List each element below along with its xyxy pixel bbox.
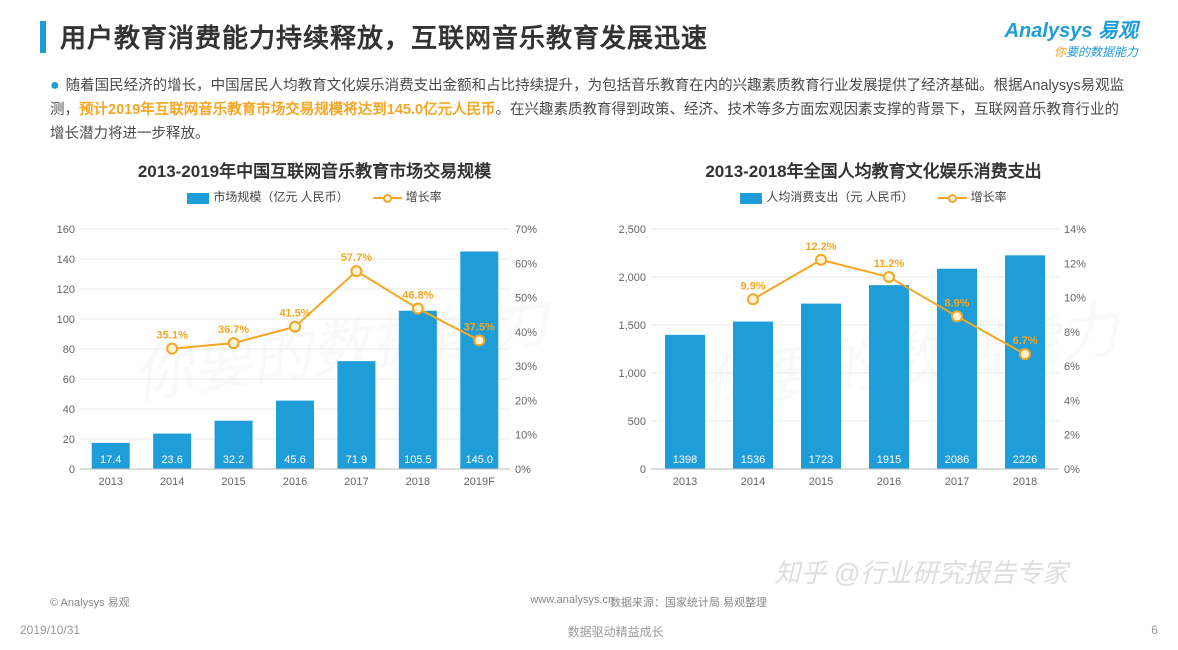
- svg-text:500: 500: [628, 416, 646, 428]
- svg-text:160: 160: [57, 224, 75, 236]
- bullet-icon: ●: [50, 77, 60, 94]
- watermark: 知乎 @行业研究报告专家: [774, 553, 1068, 590]
- svg-text:1,500: 1,500: [618, 320, 646, 332]
- footer-date: 2019/10/31: [20, 623, 80, 640]
- svg-text:2018: 2018: [406, 476, 430, 488]
- svg-text:2018: 2018: [1013, 476, 1037, 488]
- line-swatch-icon: [938, 194, 967, 203]
- logo: Analysys 易观 你要的数据能力: [1005, 14, 1138, 60]
- svg-text:0: 0: [69, 464, 75, 476]
- svg-text:70%: 70%: [515, 224, 537, 236]
- svg-text:1915: 1915: [877, 454, 901, 466]
- chart-right-svg: 0 500 1,000 1,500 2,000 2,500 0% 2% 4% 6% 8% 10% 12%…: [609, 209, 1099, 499]
- line-swatch-icon: [373, 194, 402, 203]
- svg-text:14%: 14%: [1064, 224, 1086, 236]
- logo-subtitle: 你要的数据能力: [1005, 43, 1138, 60]
- svg-text:80: 80: [63, 344, 75, 356]
- svg-text:2226: 2226: [1013, 454, 1037, 466]
- svg-text:1,000: 1,000: [618, 368, 646, 380]
- svg-text:0%: 0%: [1064, 464, 1080, 476]
- svg-text:1723: 1723: [809, 454, 833, 466]
- chart-left-svg: 0 20 40 60 80 100 120 140 160 0% 10% 20% 30% 40% 50% 60…: [40, 209, 550, 499]
- svg-text:17.4: 17.4: [100, 454, 121, 466]
- svg-text:2014: 2014: [741, 476, 765, 488]
- svg-text:2015: 2015: [221, 476, 245, 488]
- svg-text:2016: 2016: [877, 476, 901, 488]
- description: ●随着国民经济的增长，中国居民人均教育文化娱乐消费支出金额和占比持续提升，为包括…: [0, 65, 1178, 153]
- svg-text:105.5: 105.5: [404, 454, 432, 466]
- svg-text:35.1%: 35.1%: [157, 330, 188, 342]
- svg-text:0%: 0%: [515, 464, 531, 476]
- svg-text:2,000: 2,000: [618, 272, 646, 284]
- svg-text:23.6: 23.6: [161, 454, 182, 466]
- svg-text:1398: 1398: [673, 454, 697, 466]
- svg-text:2016: 2016: [283, 476, 307, 488]
- svg-text:40: 40: [63, 404, 75, 416]
- svg-text:140: 140: [57, 254, 75, 266]
- svg-text:40%: 40%: [515, 327, 537, 339]
- svg-text:10%: 10%: [515, 430, 537, 442]
- chart-right: 2013-2018年全国人均教育文化娱乐消费支出 人均消费支出（元 人民币） 增…: [609, 157, 1138, 504]
- svg-text:4%: 4%: [1064, 396, 1080, 408]
- svg-text:145.0: 145.0: [466, 454, 494, 466]
- svg-text:71.9: 71.9: [346, 454, 367, 466]
- svg-text:10%: 10%: [1064, 293, 1086, 305]
- chart-right-legend: 人均消费支出（元 人民币） 增长率: [609, 188, 1138, 205]
- svg-text:37.5%: 37.5%: [464, 322, 495, 334]
- svg-text:8.9%: 8.9%: [944, 298, 969, 310]
- svg-text:12.2%: 12.2%: [805, 241, 836, 253]
- svg-text:20: 20: [63, 434, 75, 446]
- chart-left-title: 2013-2019年中国互联网音乐教育市场交易规模: [40, 157, 589, 182]
- chart-right-title: 2013-2018年全国人均教育文化娱乐消费支出: [609, 157, 1138, 182]
- svg-text:45.6: 45.6: [284, 454, 305, 466]
- svg-text:12%: 12%: [1064, 259, 1086, 271]
- svg-text:32.2: 32.2: [223, 454, 244, 466]
- svg-text:9.9%: 9.9%: [740, 281, 765, 293]
- svg-text:2017: 2017: [344, 476, 368, 488]
- svg-text:60%: 60%: [515, 259, 537, 271]
- svg-text:2019F: 2019F: [464, 476, 495, 488]
- svg-text:2013: 2013: [673, 476, 697, 488]
- svg-text:6.7%: 6.7%: [1012, 335, 1037, 347]
- svg-text:120: 120: [57, 284, 75, 296]
- logo-text: Analysys 易观: [1005, 14, 1138, 43]
- svg-text:2086: 2086: [945, 454, 969, 466]
- svg-text:50%: 50%: [515, 293, 537, 305]
- svg-text:46.8%: 46.8%: [402, 290, 433, 302]
- svg-text:30%: 30%: [515, 361, 537, 373]
- svg-text:57.7%: 57.7%: [341, 252, 372, 264]
- svg-text:2013: 2013: [98, 476, 122, 488]
- svg-text:36.7%: 36.7%: [218, 324, 249, 336]
- svg-text:2%: 2%: [1064, 430, 1080, 442]
- svg-text:2,500: 2,500: [618, 224, 646, 236]
- footer-url: www.analysys.cn: [530, 594, 614, 606]
- svg-text:1536: 1536: [741, 454, 765, 466]
- svg-text:6%: 6%: [1064, 361, 1080, 373]
- chart-left: 2013-2019年中国互联网音乐教育市场交易规模 市场规模（亿元 人民币） 增…: [40, 157, 589, 504]
- svg-text:2015: 2015: [809, 476, 833, 488]
- svg-text:0: 0: [640, 464, 646, 476]
- footer-source: 数据来源：国家统计局 易观整理: [610, 594, 767, 610]
- chart-left-legend: 市场规模（亿元 人民币） 增长率: [40, 188, 589, 205]
- svg-text:100: 100: [57, 314, 75, 326]
- svg-text:2017: 2017: [945, 476, 969, 488]
- copyright: © Analysys 易观: [50, 594, 130, 610]
- footer-slogan: 数据驱动精益成长: [568, 623, 664, 640]
- bar-swatch-icon: [740, 193, 762, 204]
- charts-row: 2013-2019年中国互联网音乐教育市场交易规模 市场规模（亿元 人民币） 增…: [0, 153, 1178, 504]
- header: 用户教育消费能力持续释放，互联网音乐教育发展迅速 Analysys 易观 你要的…: [0, 0, 1178, 65]
- svg-text:20%: 20%: [515, 396, 537, 408]
- bar-swatch-icon: [187, 193, 209, 204]
- svg-text:2014: 2014: [160, 476, 184, 488]
- svg-text:8%: 8%: [1064, 327, 1080, 339]
- page-title: 用户教育消费能力持续释放，互联网音乐教育发展迅速: [60, 18, 708, 55]
- footer-notes: © Analysys 易观 www.analysys.cn 数据来源：国家统计局…: [50, 594, 1128, 610]
- svg-text:11.2%: 11.2%: [874, 258, 905, 270]
- svg-text:41.5%: 41.5%: [279, 308, 310, 320]
- bottom-bar: 2019/10/31 数据驱动精益成长 6: [20, 623, 1158, 640]
- svg-text:60: 60: [63, 374, 75, 386]
- page-number: 6: [1151, 623, 1158, 640]
- title-accent: [40, 21, 46, 53]
